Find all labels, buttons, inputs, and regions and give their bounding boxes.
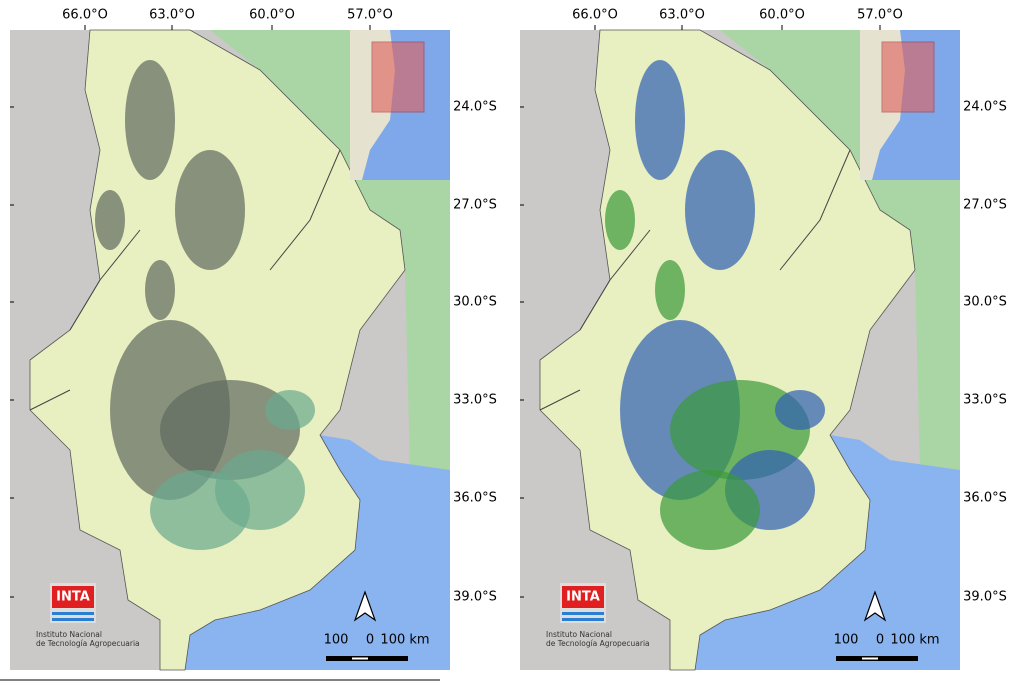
longitude-label: 57.0°O xyxy=(857,8,903,23)
scale-label: 0 xyxy=(366,633,374,648)
latitude-label: 30.0°S xyxy=(963,295,1007,310)
inset-extent xyxy=(881,41,935,113)
institute-name: Instituto Nacional xyxy=(546,630,612,639)
scale-label: 100 xyxy=(324,633,349,648)
longitude-label: 57.0°O xyxy=(347,8,393,23)
logo-text: INTA xyxy=(56,590,90,605)
north-arrow xyxy=(353,590,377,622)
latitude-label: 39.0°S xyxy=(453,590,497,605)
institute-name: de Tecnología Agropecuaria xyxy=(36,639,140,648)
classified-patch xyxy=(775,390,825,430)
logo-stripe xyxy=(562,612,604,615)
latitude-label: 27.0°S xyxy=(963,198,1007,213)
classified-patch xyxy=(265,390,315,430)
latitude-label: 39.0°S xyxy=(963,590,1007,605)
longitude-label: 60.0°O xyxy=(759,8,805,23)
scale-label: 0 xyxy=(876,633,884,648)
study-region xyxy=(539,29,916,671)
latitude-label: 33.0°S xyxy=(453,393,497,408)
classified-patch xyxy=(95,190,125,250)
logo-red xyxy=(52,586,94,608)
logo-stripe xyxy=(562,618,604,621)
longitude-label: 66.0°O xyxy=(62,8,108,23)
latitude-label: 33.0°S xyxy=(963,393,1007,408)
classified-patch xyxy=(655,260,685,320)
latitude-label: 30.0°S xyxy=(453,295,497,310)
border-line xyxy=(29,149,341,411)
classified-patch xyxy=(145,260,175,320)
north-arrow xyxy=(863,590,887,622)
longitude-label: 66.0°O xyxy=(572,8,618,23)
latitude-label: 36.0°S xyxy=(963,491,1007,506)
logo-stripe xyxy=(52,618,94,621)
longitude-label: 63.0°O xyxy=(659,8,705,23)
logo-text: INTA xyxy=(566,590,600,605)
scale-label: 100 xyxy=(834,633,859,648)
classified-patch xyxy=(660,470,760,550)
longitude-label: 60.0°O xyxy=(249,8,295,23)
classified-patch xyxy=(175,150,245,270)
latitude-label: 36.0°S xyxy=(453,491,497,506)
classified-patch xyxy=(605,190,635,250)
classified-patch xyxy=(685,150,755,270)
border-line xyxy=(539,149,851,411)
latitude-label: 24.0°S xyxy=(963,100,1007,115)
scale-bar-segment xyxy=(862,657,878,660)
classified-patch xyxy=(150,470,250,550)
logo-red xyxy=(562,586,604,608)
ocean xyxy=(185,435,450,670)
scale-label: 100 km xyxy=(890,633,939,648)
classified-patch xyxy=(635,60,685,180)
study-region xyxy=(29,29,406,671)
logo-stripe xyxy=(52,612,94,615)
ocean xyxy=(695,435,960,670)
institute-name: Instituto Nacional xyxy=(36,630,102,639)
classified-patch xyxy=(125,60,175,180)
inset-extent xyxy=(371,41,425,113)
latitude-label: 24.0°S xyxy=(453,100,497,115)
institute-name: de Tecnología Agropecuaria xyxy=(546,639,650,648)
scale-label: 100 km xyxy=(380,633,429,648)
scale-bar-segment xyxy=(352,657,368,660)
longitude-label: 63.0°O xyxy=(149,8,195,23)
latitude-label: 27.0°S xyxy=(453,198,497,213)
